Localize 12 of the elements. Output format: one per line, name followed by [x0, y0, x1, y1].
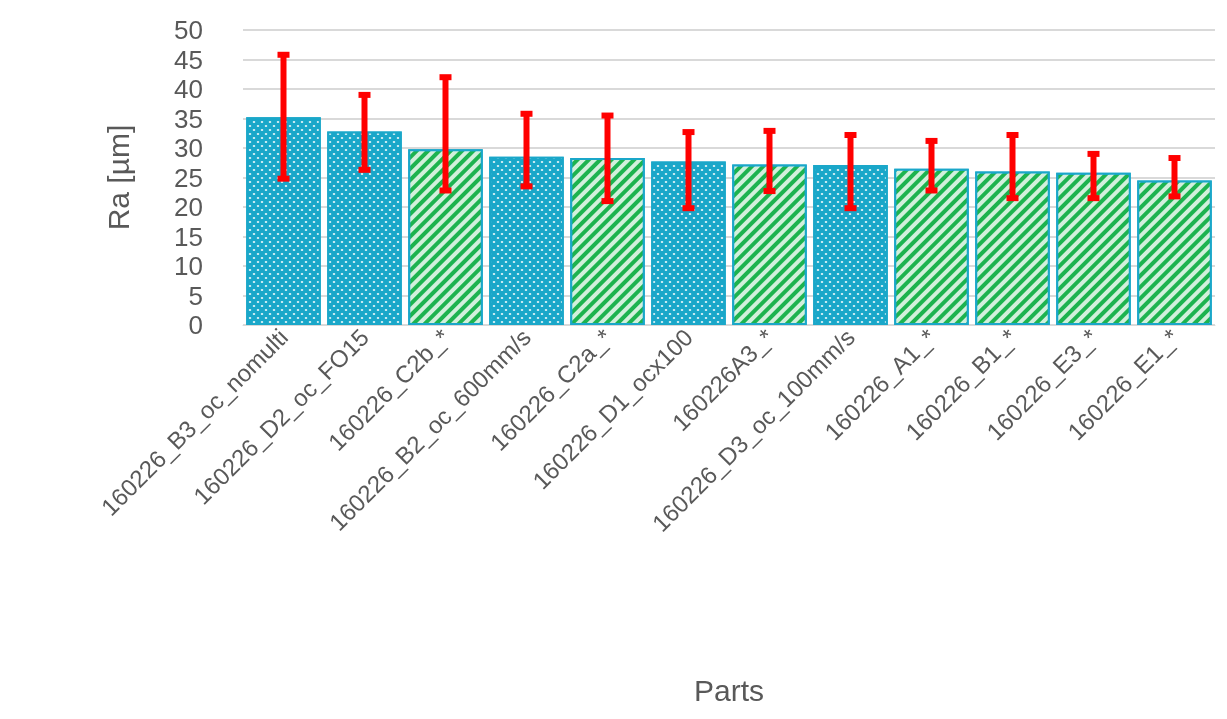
y-tick-label: 40	[174, 74, 203, 104]
x-axis-title: Parts	[693, 673, 765, 707]
y-tick-label: 25	[174, 162, 203, 193]
y-axis-title: Ra [µm]	[101, 124, 135, 231]
y-tick-label: 15	[174, 221, 203, 252]
y-tick-label: 5	[188, 280, 203, 311]
y-tick-label: 35	[174, 103, 203, 134]
y-tick-label: 45	[174, 44, 203, 75]
y-tick-label: 20	[174, 192, 203, 222]
y-tick-label: 10	[174, 251, 203, 281]
y-tick-label: 50	[174, 15, 203, 45]
y-tick-label: 30	[174, 133, 203, 163]
